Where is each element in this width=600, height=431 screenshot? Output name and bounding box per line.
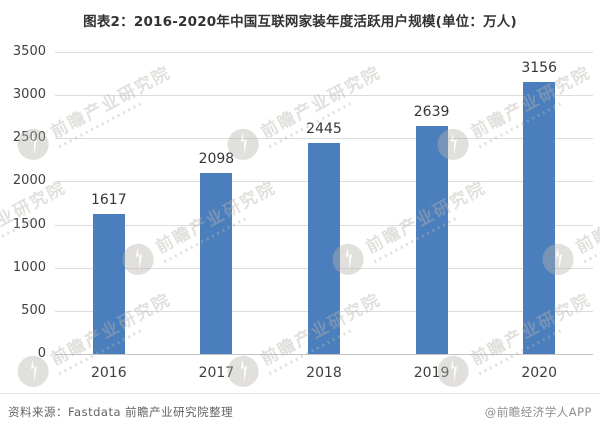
bar-value-label: 2098 [198, 150, 235, 167]
chart-title: 图表2：2016-2020年中国互联网家装年度活跃用户规模(单位：万人) [83, 14, 517, 30]
bar-value-label: 1617 [90, 192, 127, 209]
y-axis-tick-label: 2500 [12, 130, 46, 146]
bar-2020 [523, 81, 556, 354]
y-axis-tick-label: 1000 [12, 259, 46, 275]
bar-2016 [92, 214, 125, 354]
gridline [55, 95, 593, 97]
y-axis-tick-label: 2000 [12, 173, 46, 189]
y-axis-tick-label: 1500 [12, 216, 46, 232]
bar-2017 [200, 172, 233, 354]
x-axis-tick-label: 2018 [306, 365, 342, 381]
gridline [55, 138, 593, 140]
x-axis-tick-label: 2016 [90, 365, 127, 381]
bar-2019 [415, 126, 448, 354]
bar-value-label: 2445 [306, 121, 342, 138]
brand-note: @前瞻经济学人APP [484, 405, 592, 419]
y-axis-tick-label: 500 [21, 302, 46, 318]
footer-divider [0, 393, 600, 394]
bar-2018 [308, 143, 340, 354]
gridline [55, 354, 593, 355]
y-axis-tick-label: 0 [37, 346, 46, 361]
y-axis-tick-label: 3500 [12, 44, 46, 59]
bar-value-label: 2639 [413, 104, 450, 121]
bar-value-label: 3156 [521, 59, 557, 76]
source-note: 资料来源：Fastdata 前瞻产业研究院整理 [8, 405, 234, 419]
gridline [55, 52, 593, 53]
y-axis-tick-label: 3000 [12, 87, 46, 103]
x-axis-tick-label: 2020 [521, 365, 557, 381]
x-axis-tick-label: 2017 [198, 365, 235, 381]
plot-area: 0 500 1000 1500 2000 2500 3000 3500 1617 2016 2098… [12, 44, 593, 381]
x-axis-tick-label: 2019 [413, 365, 450, 381]
